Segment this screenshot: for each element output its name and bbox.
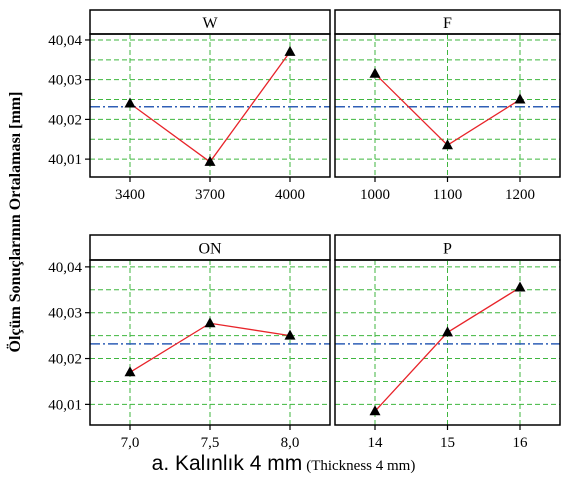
data-point-marker bbox=[442, 139, 453, 150]
panel-f: F 1000 1100 1200 bbox=[334, 9, 561, 203]
x-tick-label: 7,5 bbox=[201, 435, 220, 451]
caption-sub: (Thickness 4 mm) bbox=[306, 458, 416, 474]
x-tick-label: 15 bbox=[440, 435, 455, 451]
data-point-marker bbox=[369, 67, 381, 78]
data-point-marker bbox=[284, 45, 296, 56]
data-point-marker bbox=[124, 97, 136, 108]
panel-header bbox=[334, 9, 561, 35]
panels: W 3400 3700 4000 40,01 40,02 40,03 40,04 F 1000 11… bbox=[48, 9, 561, 451]
grid bbox=[335, 260, 560, 425]
x-tick-label: 3700 bbox=[195, 187, 225, 203]
y-axis-label: Ölçüm Sonuçlarının Ortalaması [mm] bbox=[6, 92, 24, 353]
y-tick-label: 40,04 bbox=[48, 260, 82, 276]
x-tick-label: 14 bbox=[368, 435, 384, 451]
x-tick-label: 1100 bbox=[433, 187, 462, 203]
y-tick-label: 40,02 bbox=[48, 352, 82, 368]
x-tick-label: 4000 bbox=[275, 187, 305, 203]
panel-w: W 3400 3700 4000 40,01 40,02 40,03 40,04 bbox=[48, 9, 331, 203]
panel-header bbox=[89, 9, 331, 35]
data-point-marker bbox=[204, 155, 216, 166]
y-tick-label: 40,04 bbox=[48, 33, 82, 49]
data-point-marker bbox=[204, 317, 216, 328]
x-tick-label: 7,0 bbox=[121, 435, 140, 451]
caption-main: a. Kalınlık 4 mm bbox=[151, 452, 303, 475]
x-tick-label: 1000 bbox=[360, 187, 390, 203]
data-point-marker bbox=[284, 329, 296, 340]
y-tick-label: 40,03 bbox=[48, 306, 82, 322]
grid bbox=[90, 34, 330, 177]
x-tick-label: 16 bbox=[513, 435, 529, 451]
panel-header bbox=[89, 234, 331, 261]
panel-title: ON bbox=[198, 241, 222, 258]
panel-p: P 14 15 16 bbox=[334, 234, 561, 451]
y-tick-label: 40,02 bbox=[48, 112, 82, 128]
data-point-marker bbox=[514, 93, 526, 104]
panel-on: ON 7,0 7,5 8,0 40,01 40,02 40,03 40,04 bbox=[48, 234, 331, 451]
figure-caption: a. Kalınlık 4 mm (Thickness 4 mm) bbox=[0, 452, 567, 476]
y-tick-label: 40,01 bbox=[48, 397, 82, 413]
y-tick-label: 40,03 bbox=[48, 73, 82, 89]
panel-title: F bbox=[443, 15, 452, 32]
x-tick-label: 8,0 bbox=[281, 435, 300, 451]
grid bbox=[335, 34, 560, 177]
data-point-marker bbox=[369, 405, 381, 416]
x-tick-label: 1200 bbox=[505, 187, 535, 203]
panel-title: P bbox=[443, 241, 452, 258]
grid bbox=[90, 260, 330, 425]
panel-title: W bbox=[202, 15, 218, 32]
data-point-marker bbox=[124, 366, 136, 377]
data-point-marker bbox=[514, 281, 526, 292]
data-point-marker bbox=[442, 326, 453, 337]
x-tick-label: 3400 bbox=[115, 187, 145, 203]
y-tick-label: 40,01 bbox=[48, 152, 82, 168]
